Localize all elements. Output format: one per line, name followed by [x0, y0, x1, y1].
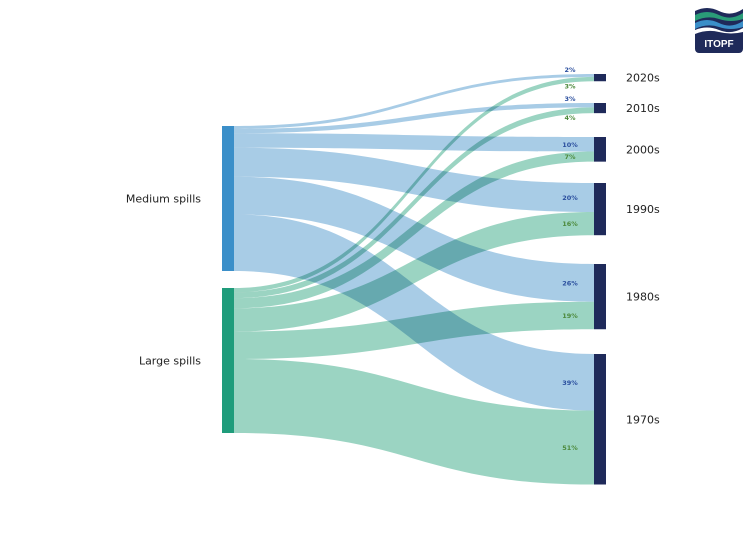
link-medium-2020s	[234, 74, 594, 129]
target-label: 1990s	[626, 203, 660, 216]
link-label: 10%	[562, 141, 578, 149]
logo-text: ITOPF	[704, 39, 733, 50]
target-label: 1980s	[626, 291, 660, 304]
link-label: 20%	[562, 194, 578, 202]
target-node-2000s	[594, 137, 606, 162]
source-label: Medium spills	[126, 193, 201, 206]
link-labels: 2% 3% 10% 20% 26% 39% 3% 4% 7% 16% 19% 51%	[562, 66, 578, 452]
target-node-2010s	[594, 103, 606, 114]
target-node-1990s	[594, 183, 606, 236]
link-large-1970s	[234, 359, 594, 485]
link-label: 26%	[562, 279, 578, 287]
link-large-1990s	[234, 212, 594, 332]
link-label: 4%	[564, 114, 576, 122]
itopf-logo: ITOPF	[695, 3, 743, 53]
link-label: 39%	[562, 379, 578, 387]
link-label: 3%	[564, 82, 576, 90]
source-label: Large spills	[139, 355, 201, 368]
link-large-2010s	[234, 107, 594, 299]
source-node-large	[222, 288, 234, 433]
link-label: 51%	[562, 444, 578, 452]
link-large-1980s	[234, 301, 594, 360]
links	[234, 74, 594, 485]
target-node-1970s	[594, 354, 606, 485]
target-node-2020s	[594, 74, 606, 82]
link-medium-1970s	[234, 214, 594, 411]
target-label: 2020s	[626, 72, 660, 85]
link-label: 3%	[564, 95, 576, 103]
link-label: 16%	[562, 220, 578, 228]
link-medium-1980s	[234, 176, 594, 302]
link-label: 2%	[564, 66, 576, 74]
target-label: 1970s	[626, 413, 660, 426]
link-medium-1990s	[234, 147, 594, 212]
source-node-medium	[222, 126, 234, 271]
link-medium-2000s	[234, 133, 594, 152]
link-large-2020s	[234, 76, 594, 293]
link-label: 19%	[562, 312, 578, 320]
target-label: 2000s	[626, 143, 660, 156]
link-large-2000s	[234, 151, 594, 309]
link-medium-2010s	[234, 103, 594, 134]
link-label: 7%	[564, 153, 576, 161]
target-node-1980s	[594, 264, 606, 330]
target-label: 2010s	[626, 102, 660, 115]
